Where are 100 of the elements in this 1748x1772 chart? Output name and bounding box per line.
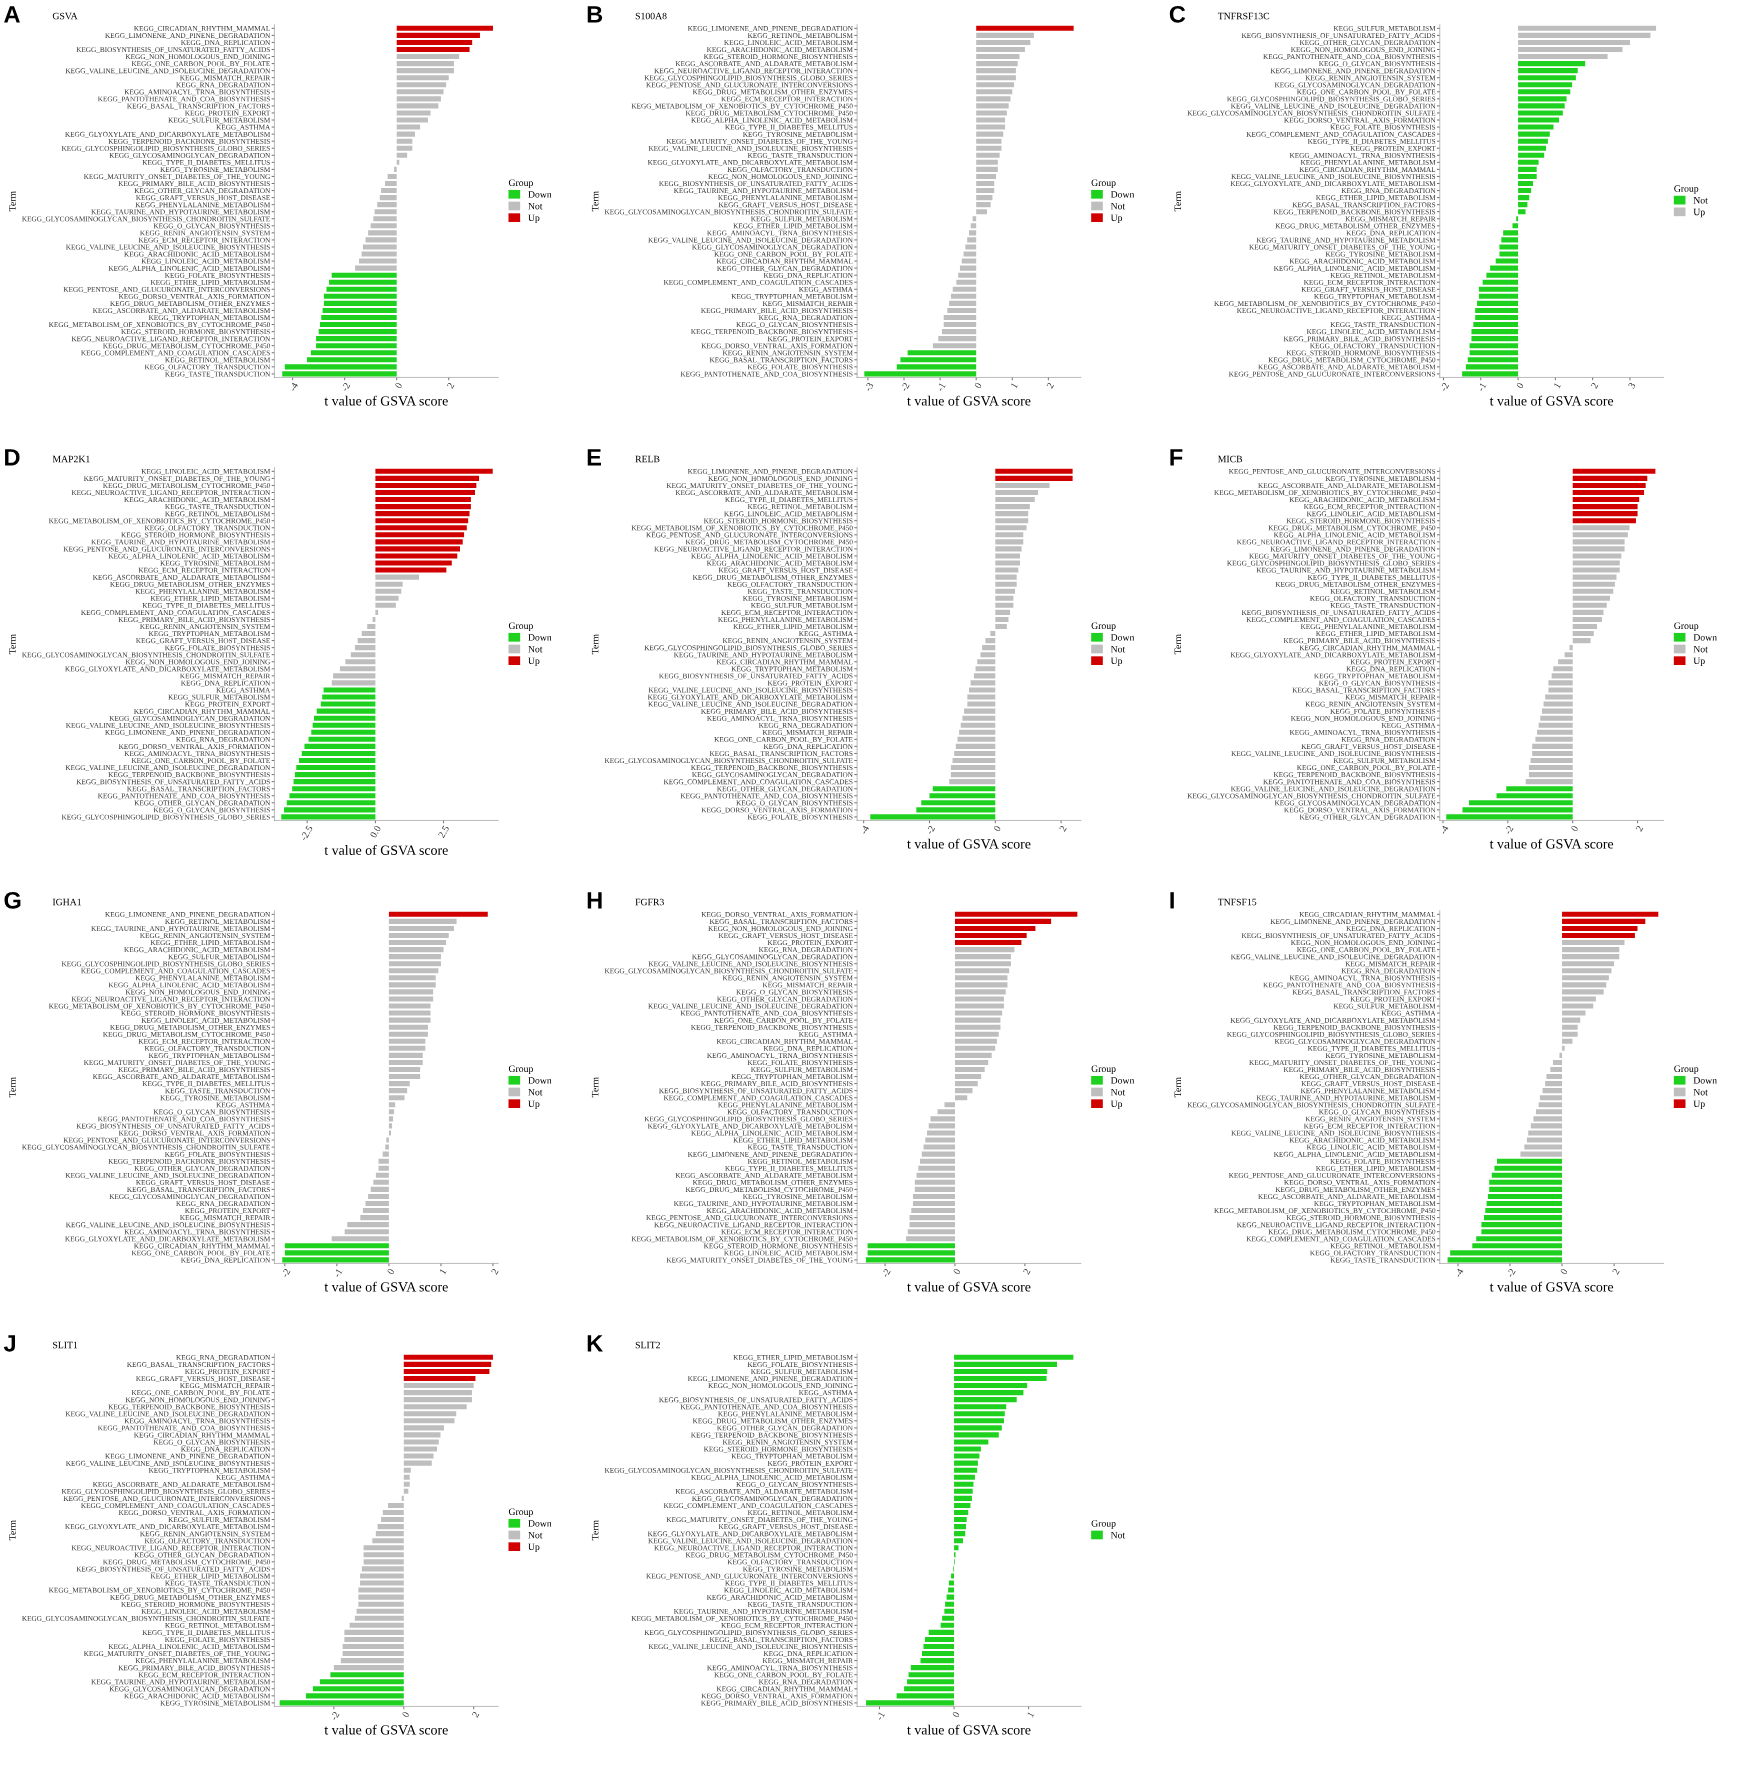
bar [388, 947, 444, 953]
bar [954, 1354, 1074, 1360]
bar [976, 103, 1009, 109]
bar [954, 1038, 997, 1044]
bar [396, 152, 408, 158]
bar [954, 954, 1011, 960]
bar [976, 39, 1031, 45]
bar [339, 666, 376, 672]
bar [1518, 82, 1573, 88]
bar [312, 722, 376, 728]
bar [954, 750, 996, 756]
bar [930, 1116, 955, 1122]
bar [403, 1404, 467, 1410]
bar [388, 1130, 391, 1136]
bar [1518, 202, 1528, 208]
bar [950, 765, 996, 771]
text: IGHA1 [52, 898, 82, 906]
bar [942, 1615, 955, 1621]
bar [928, 1629, 955, 1635]
bar [403, 1467, 411, 1473]
x-tick-label: 1 [1553, 382, 1561, 389]
bar [954, 1524, 966, 1530]
bar [976, 25, 1074, 31]
legend-label: Not [1110, 645, 1126, 653]
bar [954, 1017, 1001, 1023]
bar [283, 807, 376, 813]
bar [954, 1502, 971, 1508]
bar [396, 25, 493, 31]
legend-title: Group [1091, 1520, 1116, 1529]
bar [921, 800, 996, 806]
bar [333, 1665, 404, 1671]
bar [1546, 1074, 1563, 1080]
bar [1558, 659, 1573, 665]
bar [396, 61, 454, 67]
bar [870, 814, 996, 820]
y-axis-title: Term [9, 191, 16, 212]
bar [373, 216, 397, 222]
bar [282, 1257, 389, 1263]
text: FGFR3 [635, 898, 664, 906]
bar [1467, 357, 1519, 363]
bar [1487, 1193, 1563, 1199]
bar [954, 1404, 1007, 1410]
bar [957, 736, 996, 742]
bar [1468, 800, 1573, 806]
bar [308, 736, 376, 742]
bar [945, 1601, 955, 1607]
bar [961, 258, 977, 264]
bar [946, 1594, 955, 1600]
bar [908, 1672, 955, 1678]
bar [995, 482, 1050, 488]
x-tick-label: 0 [1560, 1268, 1568, 1275]
legend-label: Not [1110, 1088, 1126, 1096]
bar [1572, 616, 1602, 622]
bar [1562, 989, 1604, 995]
bar [1572, 475, 1648, 481]
bar [995, 489, 1039, 496]
bar [333, 673, 376, 679]
bar [968, 230, 977, 236]
bar [296, 765, 376, 771]
bar [954, 918, 1052, 924]
bar [294, 772, 376, 778]
bar [956, 279, 977, 285]
bar [995, 546, 1022, 552]
bar [976, 61, 1018, 67]
bar [1559, 1052, 1563, 1058]
bar [388, 932, 449, 939]
bar [1518, 68, 1578, 74]
bar [357, 638, 376, 644]
bar [316, 708, 376, 714]
bar [329, 279, 397, 285]
bar [403, 1474, 410, 1480]
bar [1572, 511, 1638, 517]
bar [995, 588, 1016, 594]
legend-title: Group [1674, 185, 1699, 194]
bar [375, 489, 475, 496]
bar [1528, 765, 1573, 771]
bar [1532, 750, 1573, 756]
bar [1562, 947, 1620, 953]
bar [865, 1257, 955, 1263]
bar [388, 989, 434, 995]
bar [976, 209, 988, 215]
bar [394, 166, 397, 172]
bar [375, 511, 470, 517]
bar [1572, 595, 1611, 601]
bar [954, 989, 1006, 995]
bar [995, 504, 1030, 510]
text: TNFRSF13C [1217, 12, 1270, 20]
y-axis-title: Term [591, 1077, 599, 1098]
bar [1512, 223, 1519, 229]
bar [375, 468, 493, 474]
legend-label: Down [1110, 191, 1135, 198]
x-tick-label: 2 [1046, 382, 1054, 389]
x-axis-title: t value of GSVA score [907, 1724, 1031, 1735]
bar [375, 482, 477, 488]
bar [1518, 103, 1565, 109]
legend-label: Down [1693, 634, 1717, 641]
bar [916, 1172, 955, 1178]
bar [372, 1538, 404, 1544]
bar [314, 715, 376, 721]
y-axis-title: Term [591, 191, 599, 212]
